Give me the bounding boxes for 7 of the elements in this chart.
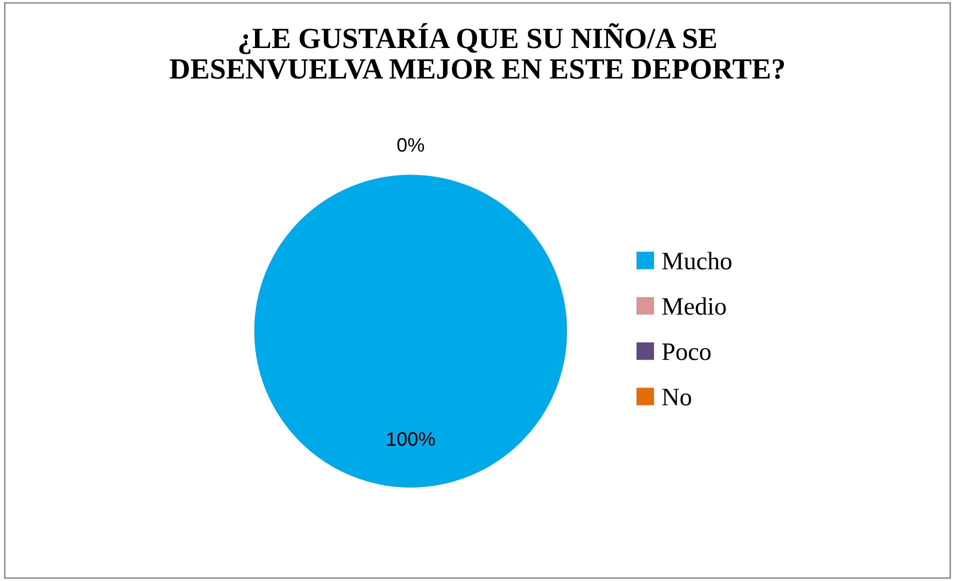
legend-label: Medio (662, 297, 726, 315)
data-label: 100% (387, 432, 435, 446)
chart-title: ¿LE GUSTARÍA QUE SU NIÑO/A SE DESENVUELVA MEJOR EN ESTE DEPORTE? (170, 23, 784, 79)
legend-label: Mucho (662, 252, 732, 270)
text: 0% (397, 138, 424, 152)
legend-label: Poco (662, 344, 711, 360)
legend-label: No (662, 388, 692, 406)
